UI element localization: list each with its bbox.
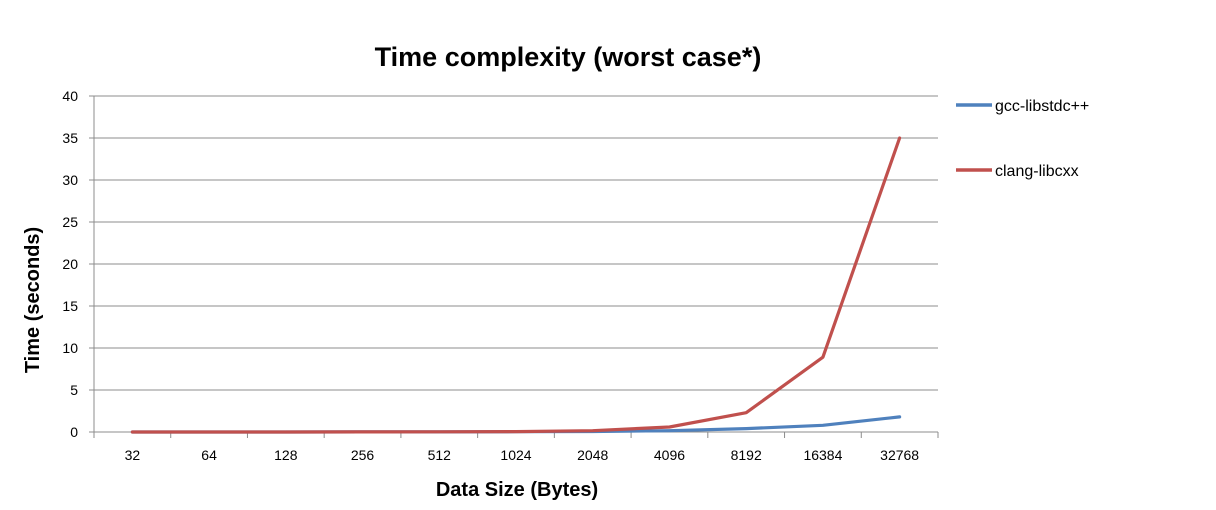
series-line-gcc-libstdc++	[130, 415, 902, 434]
axes	[89, 95, 939, 438]
y-tick-label: 20	[62, 256, 78, 272]
x-tick-label: 4096	[654, 447, 685, 463]
x-tick-label: 128	[274, 447, 298, 463]
y-tick-label: 10	[62, 340, 78, 356]
y-tick-label: 30	[62, 172, 78, 188]
series-line-clang-libcxx	[130, 136, 902, 434]
y-tick-label: 5	[70, 382, 78, 398]
legend-entry: clang-libcxx	[995, 163, 1079, 180]
x-tick-label: 1024	[500, 447, 531, 463]
y-axis-label: Time (seconds)	[22, 227, 44, 373]
y-tick-label: 25	[62, 214, 78, 230]
legend: gcc-libstdc++ clang-libcxx	[956, 98, 1089, 180]
legend-entry: gcc-libstdc++	[995, 98, 1089, 115]
chart-title: Time complexity (worst case*)	[375, 42, 762, 72]
x-tick-labels: 32 64 128 256 512 1024 2048 4096 8192 16384 32768	[125, 447, 920, 463]
x-tick-label: 32768	[880, 447, 919, 463]
x-tick-label: 512	[428, 447, 452, 463]
series-lines	[130, 136, 902, 434]
x-tick-label: 64	[201, 447, 217, 463]
x-tick-label: 16384	[803, 447, 842, 463]
x-tick-label: 2048	[577, 447, 608, 463]
y-tick-label: 15	[62, 298, 78, 314]
y-tick-label: 0	[70, 424, 78, 440]
x-tick-label: 32	[125, 447, 141, 463]
x-axis-label: Data Size (Bytes)	[436, 479, 598, 501]
y-tick-label: 40	[62, 88, 78, 104]
y-tick-labels: 0 5 10 15 20 25 30 35 40	[62, 88, 78, 440]
y-tick-label: 35	[62, 130, 78, 146]
x-tick-label: 256	[351, 447, 375, 463]
grid-lines	[94, 95, 938, 433]
x-tick-label: 8192	[731, 447, 762, 463]
